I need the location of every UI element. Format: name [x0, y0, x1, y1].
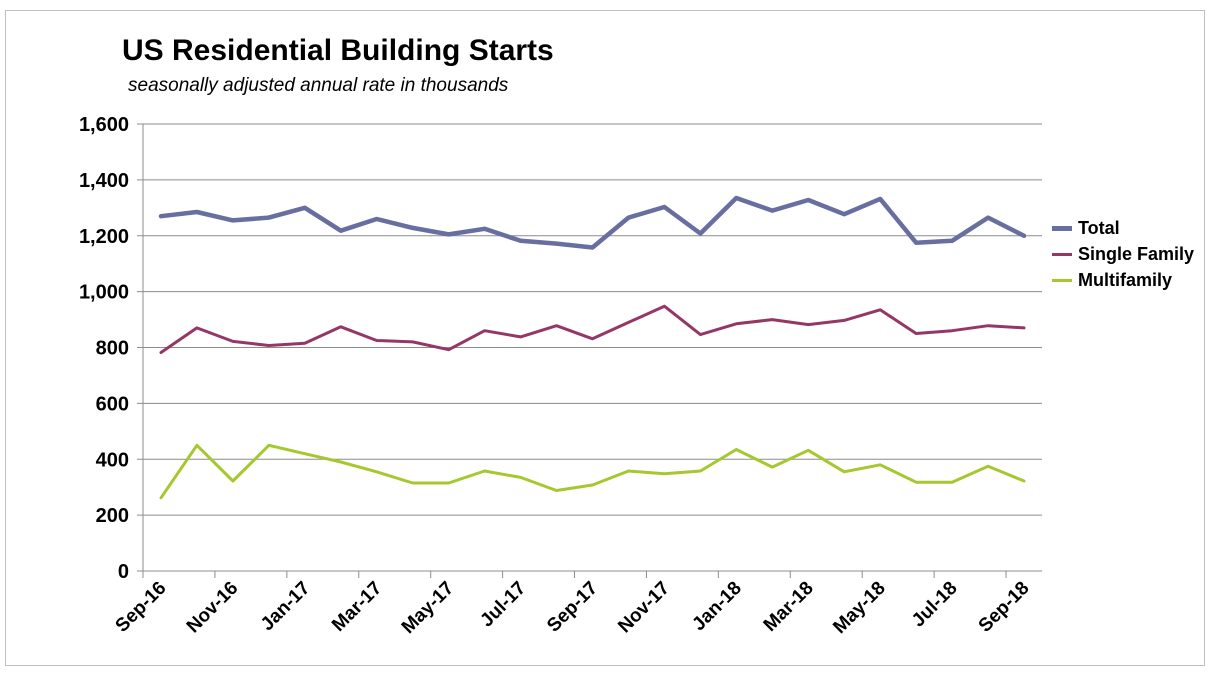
series-line-multifamily	[159, 443, 1026, 500]
y-tick-label: 600	[96, 393, 129, 415]
chart-title: US Residential Building Starts	[122, 34, 554, 67]
legend-item-single-family: Single Family	[1052, 241, 1194, 267]
y-tick-label: 1,600	[79, 114, 129, 136]
x-tick-label: May-17	[398, 578, 458, 638]
legend-label: Total	[1078, 217, 1120, 238]
axes	[137, 123, 1042, 578]
y-tick-label: 800	[96, 338, 129, 360]
legend-swatch	[1052, 278, 1072, 282]
x-tick-label: Nov-16	[183, 578, 243, 638]
series-line-total	[158, 195, 1027, 250]
x-axis-tick-labels: Sep-16 Nov-16 Jan-17 Mar-17 May-17 Jul-17 Sep-…	[112, 578, 1034, 638]
chart-subtitle: seasonally adjusted annual rate in thous…	[128, 75, 509, 96]
y-tick-label: 1,400	[79, 170, 129, 192]
y-axis-tick-labels: 0 200 400 600 800 1,000 1,200 1,400 1,600	[79, 114, 129, 583]
x-tick-label: Jul-18	[908, 578, 962, 632]
legend-swatch	[1052, 225, 1072, 231]
series-line-single-family	[159, 304, 1026, 354]
x-tick-label: Sep-16	[112, 578, 171, 637]
x-tick-label: Nov-17	[614, 578, 674, 638]
chart-frame	[5, 10, 1205, 666]
gridlines	[143, 123, 1042, 516]
x-tick-label: May-18	[829, 578, 889, 638]
x-tick-label: Mar-17	[328, 578, 386, 636]
x-tick-label: Sep-17	[543, 578, 602, 637]
x-tick-label: Jan-18	[688, 578, 745, 635]
x-tick-label: Sep-18	[975, 578, 1034, 637]
legend-label: Multifamily	[1078, 269, 1173, 290]
y-tick-label: 400	[96, 449, 129, 471]
series-lines	[158, 195, 1027, 500]
x-tick-label: Jan-17	[257, 578, 314, 635]
x-tick-label: Jul-17	[476, 578, 530, 632]
legend: Total Single Family Multifamily	[1052, 215, 1194, 293]
y-tick-label: 1,000	[79, 282, 129, 304]
x-tick-label: Mar-18	[760, 578, 818, 636]
y-tick-label: 1,200	[79, 226, 129, 248]
legend-label: Single Family	[1078, 243, 1195, 264]
y-tick-label: 0	[118, 561, 129, 583]
legend-item-multifamily: Multifamily	[1052, 267, 1194, 293]
legend-swatch	[1052, 252, 1072, 256]
y-tick-label: 200	[96, 505, 129, 527]
legend-item-total: Total	[1052, 215, 1194, 241]
